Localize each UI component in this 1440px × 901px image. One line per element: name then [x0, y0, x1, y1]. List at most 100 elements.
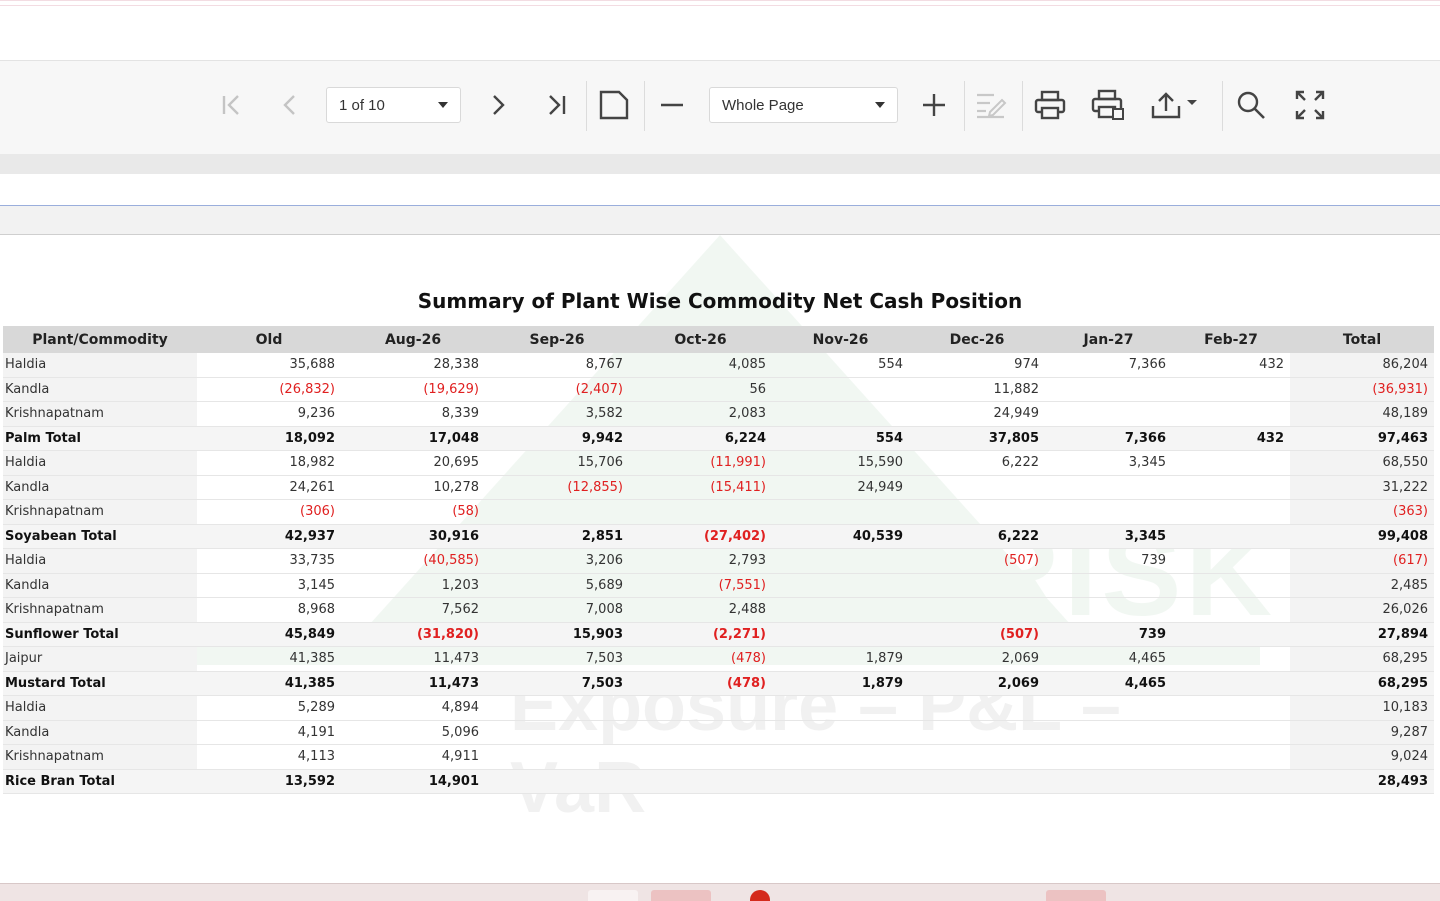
table-cell: 8,767 [485, 353, 629, 378]
row-label: Mustard Total [3, 671, 197, 696]
table-cell: 4,465 [1045, 646, 1172, 672]
table-cell: 739 [1045, 622, 1172, 647]
table-cell [1172, 573, 1290, 598]
table-cell: (2,271) [629, 622, 772, 647]
page-layout-icon[interactable] [592, 83, 636, 127]
row-label: Kandla [3, 377, 197, 402]
table-cell: 1,203 [341, 573, 485, 598]
table-cell [909, 499, 1045, 525]
zoom-select[interactable]: Whole Page [709, 87, 898, 123]
fullscreen-icon[interactable] [1288, 83, 1332, 127]
next-page-icon[interactable] [476, 83, 520, 127]
row-label: Krishnapatnam [3, 401, 197, 427]
table-cell [772, 720, 909, 745]
export-icon[interactable] [1148, 83, 1204, 127]
table-cell: 24,949 [772, 475, 909, 500]
table-cell [1045, 597, 1172, 623]
table-cell: 554 [772, 353, 909, 378]
print-page-icon[interactable] [1086, 83, 1130, 127]
table-cell: 41,385 [197, 646, 341, 672]
row-label: Kandla [3, 475, 197, 500]
table-cell: 5,289 [197, 695, 341, 721]
table-cell: 68,295 [1290, 646, 1434, 672]
table-cell [1045, 720, 1172, 745]
table-cell: 7,503 [485, 646, 629, 672]
table-cell: 974 [909, 353, 1045, 378]
previous-page-icon[interactable] [268, 83, 312, 127]
zoom-out-icon[interactable] [650, 83, 694, 127]
taskbar-item[interactable] [588, 890, 638, 901]
table-row: Haldia 5,289 4,894 10,183 [3, 695, 1434, 721]
table-cell: 45,849 [197, 622, 341, 647]
table-cell: 97,463 [1290, 426, 1434, 451]
table-cell: (19,629) [341, 377, 485, 402]
table-cell [1172, 695, 1290, 721]
print-icon[interactable] [1028, 83, 1072, 127]
table-cell: 35,688 [197, 353, 341, 378]
table-cell: 99,408 [1290, 524, 1434, 549]
row-label: Rice Bran Total [3, 769, 197, 794]
table-cell: 9,942 [485, 426, 629, 451]
search-icon[interactable] [1229, 83, 1273, 127]
table-cell: 1,879 [772, 646, 909, 672]
table-cell [772, 548, 909, 574]
table-cell: (11,991) [629, 450, 772, 476]
last-page-icon[interactable] [534, 83, 578, 127]
toolbar-shadow-band [0, 154, 1440, 174]
zoom-value: Whole Page [722, 96, 804, 114]
table-cell: 11,882 [909, 377, 1045, 402]
table-cell: 37,805 [909, 426, 1045, 451]
toolbar-divider [964, 81, 965, 131]
page-number-select[interactable]: 1 of 10 [326, 87, 461, 123]
table-cell: 6,222 [909, 524, 1045, 549]
table-cell [629, 744, 772, 770]
table-cell [1172, 401, 1290, 427]
table-row: Krishnapatnam 8,968 7,562 7,008 2,488 26,026 [3, 597, 1434, 623]
table-header-row: Plant/Commodity Old Aug-26 Sep-26 Oct-26 Nov-… [3, 326, 1434, 353]
table-cell [485, 499, 629, 525]
column-header: Oct-26 [629, 326, 772, 353]
table-cell: 33,735 [197, 548, 341, 574]
table-cell: (31,820) [341, 622, 485, 647]
table-cell: 2,485 [1290, 573, 1434, 598]
table-cell: 432 [1172, 353, 1290, 378]
row-label: Haldia [3, 450, 197, 476]
table-cell: 48,189 [1290, 401, 1434, 427]
table-cell [1172, 597, 1290, 623]
table-row: Jaipur 41,385 11,473 7,503 (478) 1,879 2,069 4,… [3, 646, 1434, 672]
chevron-down-icon [438, 102, 448, 108]
table-cell [1172, 769, 1290, 794]
table-cell: 11,473 [341, 671, 485, 696]
column-header: Aug-26 [341, 326, 485, 353]
table-cell: 13,592 [197, 769, 341, 794]
taskbar-item[interactable] [1046, 890, 1106, 901]
table-cell [772, 597, 909, 623]
table-cell [772, 573, 909, 598]
row-label: Soyabean Total [3, 524, 197, 549]
column-header: Total [1290, 326, 1434, 353]
table-body: Haldia 35,688 28,338 8,767 4,085 554 974 7,366 4… [3, 353, 1434, 794]
total-row: Mustard Total 41,385 11,473 7,503 (478) 1,879… [3, 671, 1434, 696]
table-cell: 3,582 [485, 401, 629, 427]
table-cell: 3,345 [1045, 524, 1172, 549]
table-cell: 2,851 [485, 524, 629, 549]
table-cell: 8,339 [341, 401, 485, 427]
table-cell [772, 695, 909, 721]
taskbar-item[interactable] [750, 890, 770, 901]
edit-icon[interactable] [969, 83, 1013, 127]
taskbar-item[interactable] [651, 890, 711, 901]
first-page-icon[interactable] [210, 83, 254, 127]
row-label: Haldia [3, 548, 197, 574]
table-cell: 14,901 [341, 769, 485, 794]
table-cell [772, 622, 909, 647]
table-cell: 31,222 [1290, 475, 1434, 500]
page-top-border [0, 205, 1440, 206]
table-cell: 42,937 [197, 524, 341, 549]
zoom-in-icon[interactable] [912, 83, 956, 127]
report-title: Summary of Plant Wise Commodity Net Cash… [417, 289, 1023, 313]
table-row: Krishnapatnam 9,236 8,339 3,582 2,083 24,949 4… [3, 401, 1434, 427]
table-cell: (306) [197, 499, 341, 525]
row-label: Kandla [3, 573, 197, 598]
table-cell: 20,695 [341, 450, 485, 476]
table-row: Haldia 33,735 (40,585) 3,206 2,793 (507) 739 (6… [3, 548, 1434, 574]
